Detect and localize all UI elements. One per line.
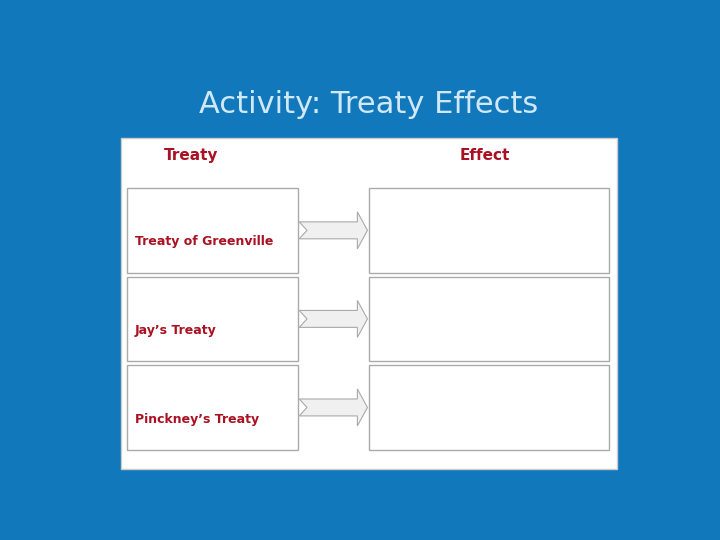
Text: Treaty of Greenville: Treaty of Greenville <box>135 235 274 248</box>
Text: Activity: Treaty Effects: Activity: Treaty Effects <box>199 90 539 119</box>
FancyBboxPatch shape <box>369 365 609 450</box>
Text: Treaty: Treaty <box>163 148 218 163</box>
Polygon shape <box>300 212 367 249</box>
Text: Jay’s Treaty: Jay’s Treaty <box>135 324 217 337</box>
Text: Pinckney’s Treaty: Pinckney’s Treaty <box>135 413 259 426</box>
Polygon shape <box>300 300 367 338</box>
FancyBboxPatch shape <box>127 276 297 361</box>
Text: Effect: Effect <box>460 148 510 163</box>
Polygon shape <box>300 389 367 426</box>
FancyBboxPatch shape <box>369 188 609 273</box>
FancyBboxPatch shape <box>127 188 297 273</box>
FancyBboxPatch shape <box>369 276 609 361</box>
FancyBboxPatch shape <box>121 138 617 469</box>
FancyBboxPatch shape <box>127 365 297 450</box>
